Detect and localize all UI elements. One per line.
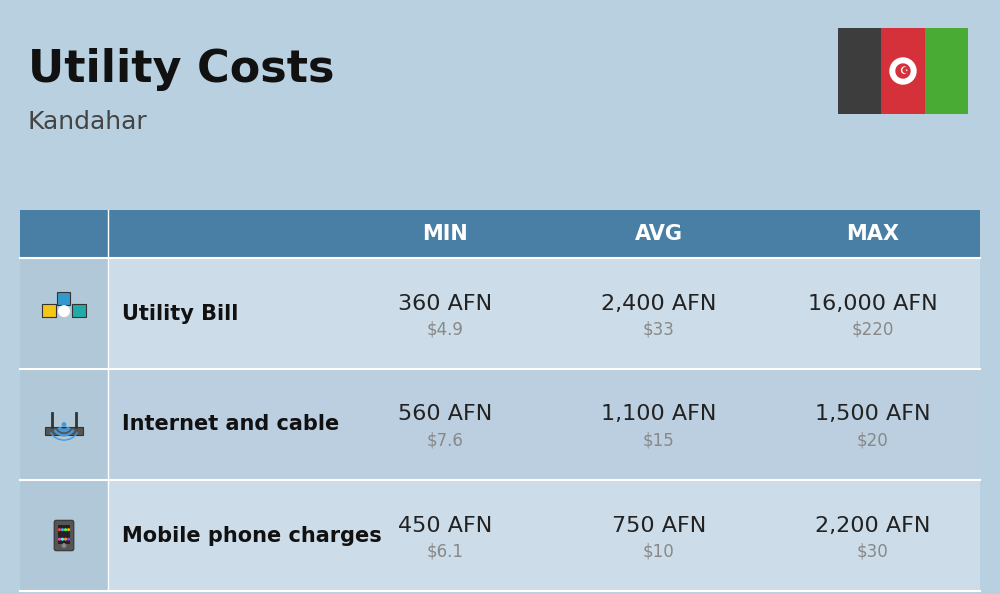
Text: $15: $15 (643, 431, 675, 450)
Circle shape (62, 544, 66, 547)
Circle shape (65, 538, 66, 540)
Text: MAX: MAX (846, 224, 900, 244)
Circle shape (62, 529, 63, 530)
Text: $220: $220 (852, 321, 894, 339)
Bar (20, 258, 980, 369)
Text: 2,400 AFN: 2,400 AFN (601, 293, 717, 314)
Bar (20, 258, 108, 369)
Text: Utility Costs: Utility Costs (28, 48, 334, 91)
Text: 450 AFN: 450 AFN (398, 516, 492, 536)
Bar (881, 28, 925, 114)
Text: 750 AFN: 750 AFN (612, 516, 706, 536)
Circle shape (68, 529, 69, 530)
Bar (20, 480, 980, 591)
Text: Internet and cable: Internet and cable (122, 415, 339, 434)
Text: $33: $33 (643, 321, 675, 339)
Circle shape (59, 306, 69, 317)
Bar (20, 480, 108, 591)
Circle shape (62, 538, 63, 540)
Text: $10: $10 (643, 542, 675, 561)
Text: MIN: MIN (422, 224, 468, 244)
Text: 1,100 AFN: 1,100 AFN (601, 405, 717, 425)
Circle shape (62, 423, 66, 426)
Text: $7.6: $7.6 (427, 431, 463, 450)
Bar (838, 28, 881, 114)
Circle shape (59, 538, 60, 540)
Bar (20, 369, 980, 480)
Text: $6.1: $6.1 (426, 542, 464, 561)
FancyBboxPatch shape (54, 520, 74, 551)
Circle shape (896, 64, 910, 78)
Circle shape (59, 529, 60, 530)
Text: ☪: ☪ (899, 66, 907, 76)
Text: $4.9: $4.9 (427, 321, 463, 339)
Circle shape (68, 538, 69, 540)
Circle shape (65, 529, 66, 530)
Text: $20: $20 (857, 431, 889, 450)
Bar (925, 28, 968, 114)
Text: Mobile phone charges: Mobile phone charges (122, 526, 382, 545)
Bar (20, 210, 980, 258)
Text: 560 AFN: 560 AFN (398, 405, 492, 425)
Bar (45, 427, 83, 435)
Bar (42, 304, 56, 317)
Text: 1,500 AFN: 1,500 AFN (815, 405, 931, 425)
Bar (72, 304, 86, 317)
Text: 360 AFN: 360 AFN (398, 293, 492, 314)
Text: 2,200 AFN: 2,200 AFN (815, 516, 931, 536)
Circle shape (890, 58, 916, 84)
Bar (57, 292, 70, 305)
Text: 16,000 AFN: 16,000 AFN (808, 293, 938, 314)
Text: Kandahar: Kandahar (28, 110, 148, 134)
Text: $30: $30 (857, 542, 889, 561)
Bar (20, 369, 108, 480)
Text: AVG: AVG (635, 224, 683, 244)
Text: Utility Bill: Utility Bill (122, 304, 238, 324)
Bar (58, 525, 70, 544)
